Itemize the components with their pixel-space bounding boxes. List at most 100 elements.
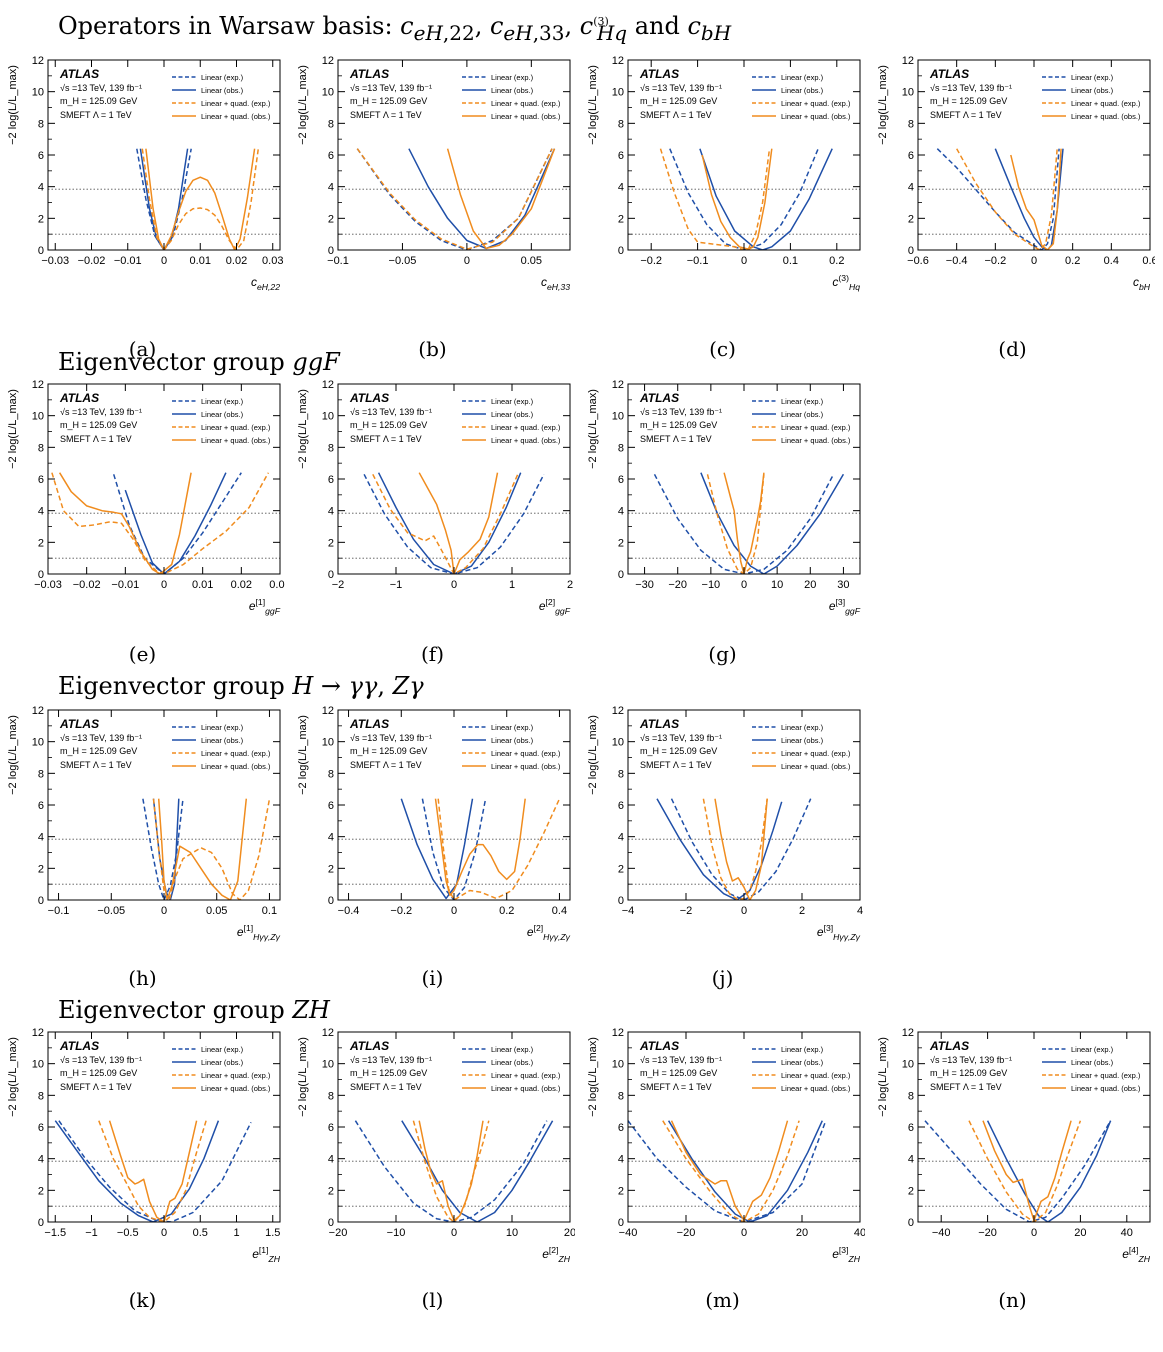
x-tick-label: 0.4: [1104, 255, 1119, 267]
x-tick-label: −0.02: [73, 579, 101, 591]
x-tick-label: 0.2: [499, 905, 514, 917]
x-tick-label: −10: [702, 579, 721, 591]
x-tick-label: 30: [837, 579, 849, 591]
legend-label-4: Linear + quad. (obs.): [491, 1084, 561, 1093]
caption-j: (j): [711, 966, 734, 990]
x-tick-label: −0.05: [97, 905, 125, 917]
x-tick-label: 0: [161, 579, 167, 591]
panel-c: 0 2 4 6 8 10 12 −0.2 −0.1 0 0.1 0.2 −2 log(L/L_max) c…: [580, 50, 865, 380]
y-tick-label: 4: [328, 506, 334, 518]
x-axis-label: e[1]ZH: [252, 1245, 281, 1264]
x-tick-label: 0: [161, 255, 167, 267]
caption-d: (d): [998, 337, 1027, 361]
energy-lumi-label: √s =13 TeV, 139 fb⁻¹: [60, 83, 142, 93]
y-tick-label: 6: [618, 150, 624, 162]
series-line-2: [700, 472, 845, 574]
x-tick-label: 20: [796, 1227, 808, 1239]
y-tick-label: 8: [328, 442, 334, 454]
series-line-1: [354, 1120, 548, 1222]
legend-label-3: Linear + quad. (exp.): [201, 423, 271, 432]
x-tick-label: −40: [932, 1227, 951, 1239]
y-tick-label: 0: [908, 245, 914, 257]
series-line-4: [446, 148, 556, 250]
series-line-1: [670, 798, 812, 900]
y-axis-label: −2 log(L/L_max): [7, 65, 19, 145]
caption-g: (g): [708, 642, 737, 666]
x-tick-label: 0.2: [829, 255, 844, 267]
smeft-scale-label: SMEFT Λ = 1 TeV: [60, 760, 132, 770]
y-tick-label: 0: [618, 245, 624, 257]
x-tick-label: 0.02: [231, 579, 252, 591]
y-tick-label: 6: [328, 150, 334, 162]
x-tick-label: 0: [741, 1227, 747, 1239]
legend-label-2: Linear (obs.): [781, 736, 824, 745]
series-line-4: [108, 1120, 198, 1222]
y-tick-label: 8: [908, 118, 914, 130]
y-tick-label: 8: [38, 1090, 44, 1102]
panel-f: 0 2 4 6 8 10 12 −2 −1 0 1 2 −2 log(L/L_max) e[2]ggF AT…: [290, 374, 575, 704]
atlas-label: ATLAS: [59, 67, 99, 81]
chart-n: 0 2 4 6 8 10 12 −40 −20 0 20 40 −2 log(L/L_max) e[4]Z…: [877, 1027, 1151, 1264]
legend-label-4: Linear + quad. (obs.): [1071, 1084, 1141, 1093]
series-line-4: [157, 798, 248, 900]
panel-a: 0 2 4 6 8 10 12 −0.03 −0.02 −0.01 0 0.01 0.02 0.03 −2 …: [0, 50, 285, 380]
x-axis-label: ceH,33: [541, 275, 570, 292]
x-tick-label: −0.01: [111, 579, 139, 591]
y-tick-label: 2: [328, 537, 334, 549]
panel-h: 0 2 4 6 8 10 12 −0.1 −0.05 0 0.05 0.1 −2 log(L/L_max…: [0, 700, 285, 1030]
x-tick-label: −0.1: [48, 905, 70, 917]
y-tick-label: 0: [328, 895, 334, 907]
y-tick-label: 12: [322, 705, 334, 717]
legend-label-1: Linear (exp.): [1071, 73, 1114, 82]
caption-e: (e): [128, 642, 157, 666]
y-axis-label: −2 log(L/L_max): [297, 389, 309, 469]
y-tick-label: 12: [902, 55, 914, 67]
x-tick-label: 0: [741, 905, 747, 917]
y-axis-label: −2 log(L/L_max): [587, 715, 599, 795]
x-tick-label: −4: [622, 905, 635, 917]
y-tick-label: 6: [618, 474, 624, 486]
atlas-label: ATLAS: [349, 67, 389, 81]
legend-label-2: Linear (obs.): [491, 1058, 534, 1067]
legend-label-2: Linear (obs.): [201, 410, 244, 419]
x-tick-label: −20: [978, 1227, 997, 1239]
legend-label-4: Linear + quad. (obs.): [781, 436, 851, 445]
higgs-mass-label: m_H = 125.09 GeV: [60, 96, 137, 106]
y-axis-label: −2 log(L/L_max): [297, 65, 309, 145]
higgs-mass-label: m_H = 125.09 GeV: [640, 746, 717, 756]
series-line-2: [152, 798, 180, 900]
y-axis-label: −2 log(L/L_max): [297, 1037, 309, 1117]
series-line-2: [667, 1120, 823, 1222]
legend-label-1: Linear (exp.): [491, 73, 534, 82]
x-tick-label: 0.2: [1065, 255, 1080, 267]
series-line-4: [714, 798, 768, 900]
series-line-3: [702, 798, 768, 900]
series-line-2: [408, 148, 556, 250]
y-tick-label: 0: [618, 895, 624, 907]
x-tick-label: −20: [329, 1227, 348, 1239]
y-tick-label: 12: [322, 1027, 334, 1039]
y-tick-label: 12: [322, 55, 334, 67]
series-line-1: [653, 473, 835, 574]
y-tick-label: 2: [618, 863, 624, 875]
y-tick-label: 6: [38, 1122, 44, 1134]
y-tick-label: 0: [38, 569, 44, 581]
series-line-3: [412, 1120, 490, 1222]
smeft-scale-label: SMEFT Λ = 1 TeV: [60, 110, 132, 120]
y-tick-label: 8: [618, 442, 624, 454]
x-tick-label: 1.5: [265, 1227, 280, 1239]
legend-label-3: Linear + quad. (exp.): [491, 749, 561, 758]
y-tick-label: 4: [618, 506, 624, 518]
y-tick-label: 10: [612, 1059, 624, 1071]
energy-lumi-label: √s =13 TeV, 139 fb⁻¹: [60, 1055, 142, 1065]
legend-label-4: Linear + quad. (obs.): [201, 436, 271, 445]
x-tick-label: 10: [771, 579, 783, 591]
legend-label-3: Linear + quad. (exp.): [781, 1071, 851, 1080]
legend-label-1: Linear (exp.): [201, 723, 244, 732]
series-line-2: [54, 1120, 220, 1222]
x-tick-label: 4: [857, 905, 863, 917]
legend-label-2: Linear (obs.): [491, 86, 534, 95]
x-tick-label: 40: [854, 1227, 865, 1239]
y-tick-label: 0: [38, 895, 44, 907]
chart-h: 0 2 4 6 8 10 12 −0.1 −0.05 0 0.05 0.1 −2 log(L/L_max…: [7, 705, 281, 942]
